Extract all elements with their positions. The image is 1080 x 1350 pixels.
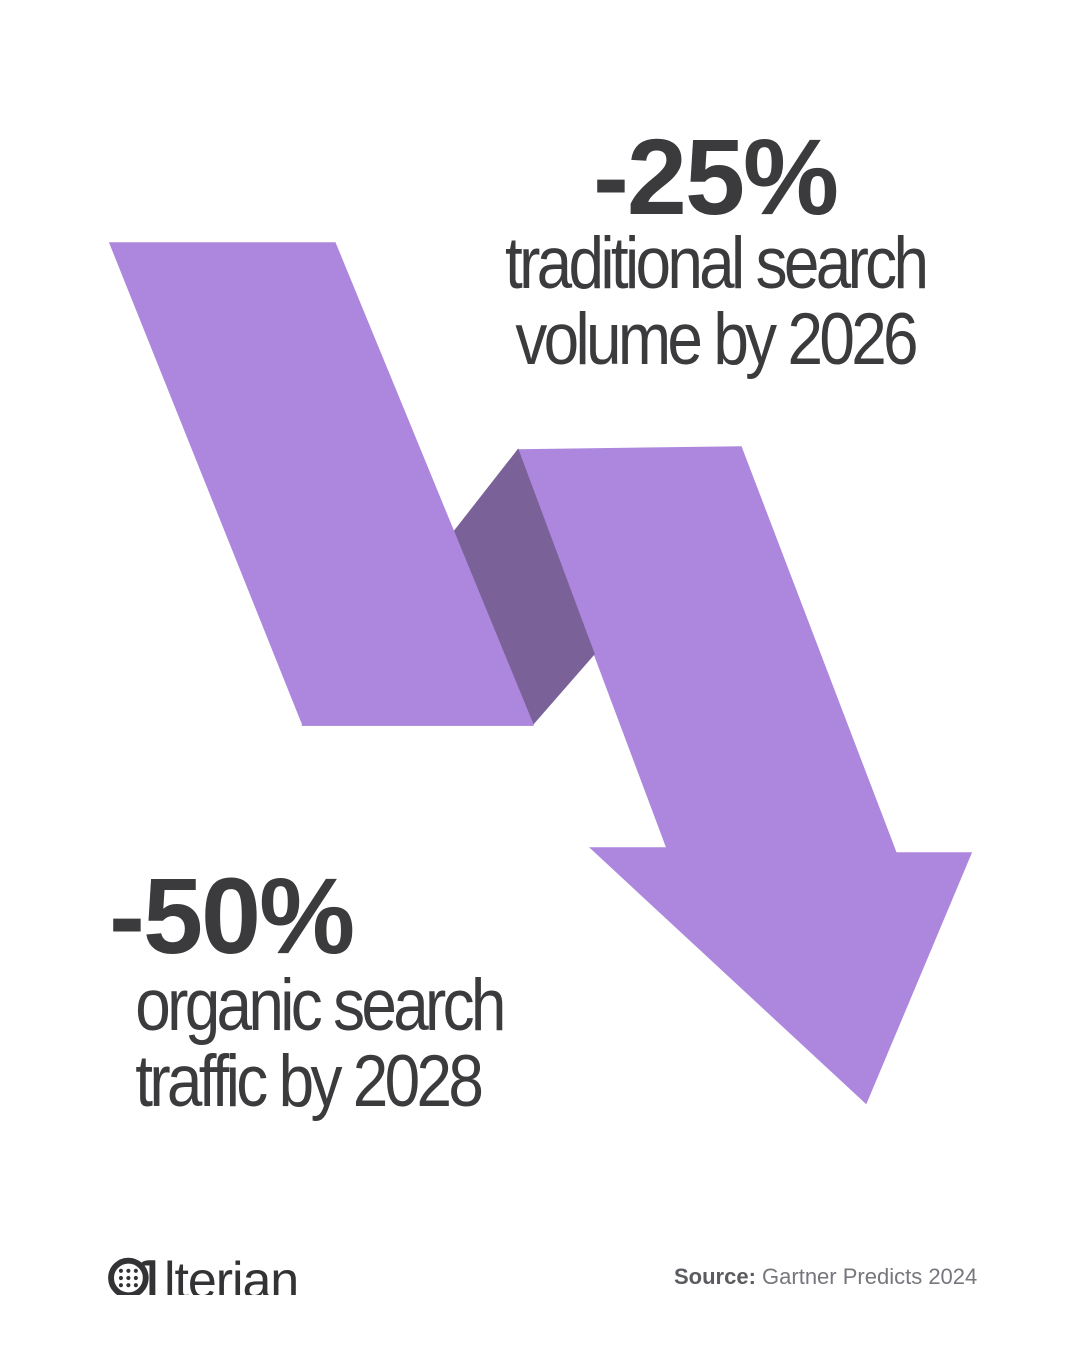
- svg-text:lterian: lterian: [164, 1252, 298, 1295]
